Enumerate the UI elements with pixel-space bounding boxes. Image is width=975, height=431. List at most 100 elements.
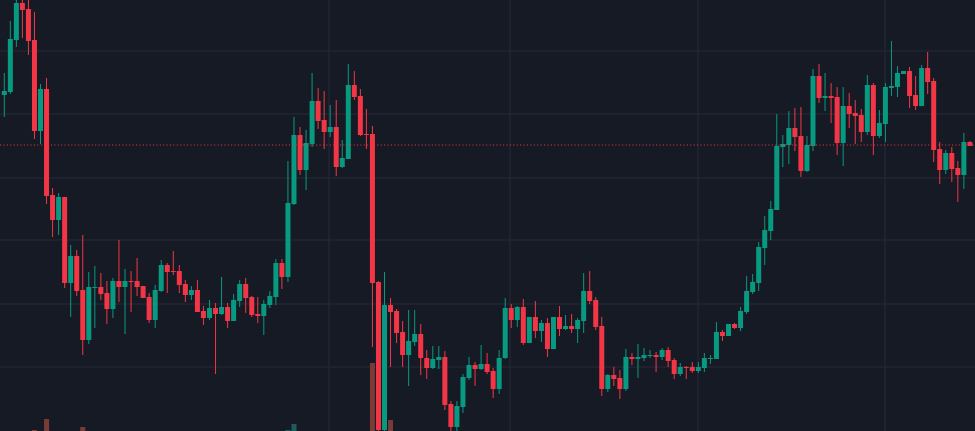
candle <box>804 136 810 172</box>
candle-body <box>50 195 56 220</box>
candle-body <box>339 158 345 167</box>
candle-body <box>80 290 86 340</box>
candle <box>128 271 134 312</box>
candle <box>13 0 19 47</box>
candle-body <box>478 364 484 369</box>
candle-body <box>176 271 182 285</box>
candle-body <box>19 3 25 10</box>
candle <box>116 240 122 302</box>
candle <box>955 161 961 202</box>
candle <box>635 344 641 378</box>
candle-body <box>581 291 587 321</box>
candle <box>164 263 170 293</box>
candle-body <box>713 332 719 359</box>
candle <box>774 114 780 210</box>
candle-body <box>617 378 623 389</box>
candle-body <box>430 359 436 368</box>
candle <box>231 294 237 321</box>
candle <box>345 64 351 159</box>
candle <box>7 21 13 94</box>
candle <box>158 260 164 292</box>
candle <box>333 100 339 176</box>
candle <box>80 235 86 355</box>
candle-body <box>219 307 225 314</box>
candle <box>526 317 532 343</box>
candle-body <box>846 106 852 114</box>
candle <box>25 0 31 55</box>
candle <box>255 297 261 323</box>
candle-body <box>925 68 931 82</box>
candle <box>297 127 303 175</box>
candle-body <box>7 39 13 92</box>
candle-body <box>593 300 599 327</box>
candle <box>846 93 852 128</box>
candle <box>605 374 611 392</box>
candle-body <box>882 87 888 124</box>
candle <box>816 64 822 103</box>
candle-body <box>605 375 611 389</box>
candle-body <box>774 146 780 210</box>
candle <box>200 306 206 325</box>
candle-body <box>563 326 569 329</box>
candle <box>104 281 110 324</box>
candle <box>110 278 116 318</box>
candle-body <box>25 9 31 41</box>
candle-body <box>86 287 92 340</box>
candle-body <box>68 256 74 283</box>
candle <box>412 310 418 346</box>
candle <box>659 348 665 360</box>
candle <box>647 350 653 358</box>
candle <box>424 350 430 379</box>
candle-body <box>62 197 68 283</box>
candle <box>194 280 200 312</box>
candle <box>213 303 219 374</box>
candle <box>587 271 593 304</box>
candle-body <box>840 106 846 143</box>
candle-body <box>961 142 967 175</box>
candle-body <box>249 297 255 315</box>
candle <box>50 188 56 237</box>
candle-body <box>382 305 388 430</box>
candle-body <box>955 168 961 175</box>
volume-bar <box>44 419 50 431</box>
candle <box>713 322 719 359</box>
candle-body <box>937 149 943 170</box>
candle-body <box>273 263 279 297</box>
candle-body <box>526 317 532 343</box>
candle <box>418 324 424 375</box>
candle <box>617 370 623 399</box>
candle-body <box>659 350 665 357</box>
candle-body <box>750 282 756 292</box>
candle <box>303 130 309 190</box>
candle <box>738 307 744 331</box>
candle <box>750 274 756 294</box>
candle-body <box>629 357 635 359</box>
candle-body <box>858 115 864 132</box>
candle <box>478 345 484 370</box>
candle-body <box>834 97 840 143</box>
candle <box>726 324 731 336</box>
candle <box>557 306 563 336</box>
candle <box>273 259 279 305</box>
candle <box>538 320 544 342</box>
candle-body <box>333 127 339 167</box>
candle-body <box>418 334 424 358</box>
candle <box>828 83 834 123</box>
candle <box>62 197 68 288</box>
candle <box>31 12 37 139</box>
candle <box>466 357 472 380</box>
candle-body <box>508 308 514 320</box>
candle <box>852 100 858 144</box>
candle <box>249 296 255 317</box>
candle <box>719 330 725 341</box>
candle <box>430 346 436 369</box>
candle <box>732 323 738 329</box>
candle-body <box>291 135 297 204</box>
candle-body <box>689 367 695 371</box>
candle-body <box>164 265 170 272</box>
candle-body <box>569 326 575 329</box>
candle-body <box>502 308 508 358</box>
candle <box>92 266 98 328</box>
